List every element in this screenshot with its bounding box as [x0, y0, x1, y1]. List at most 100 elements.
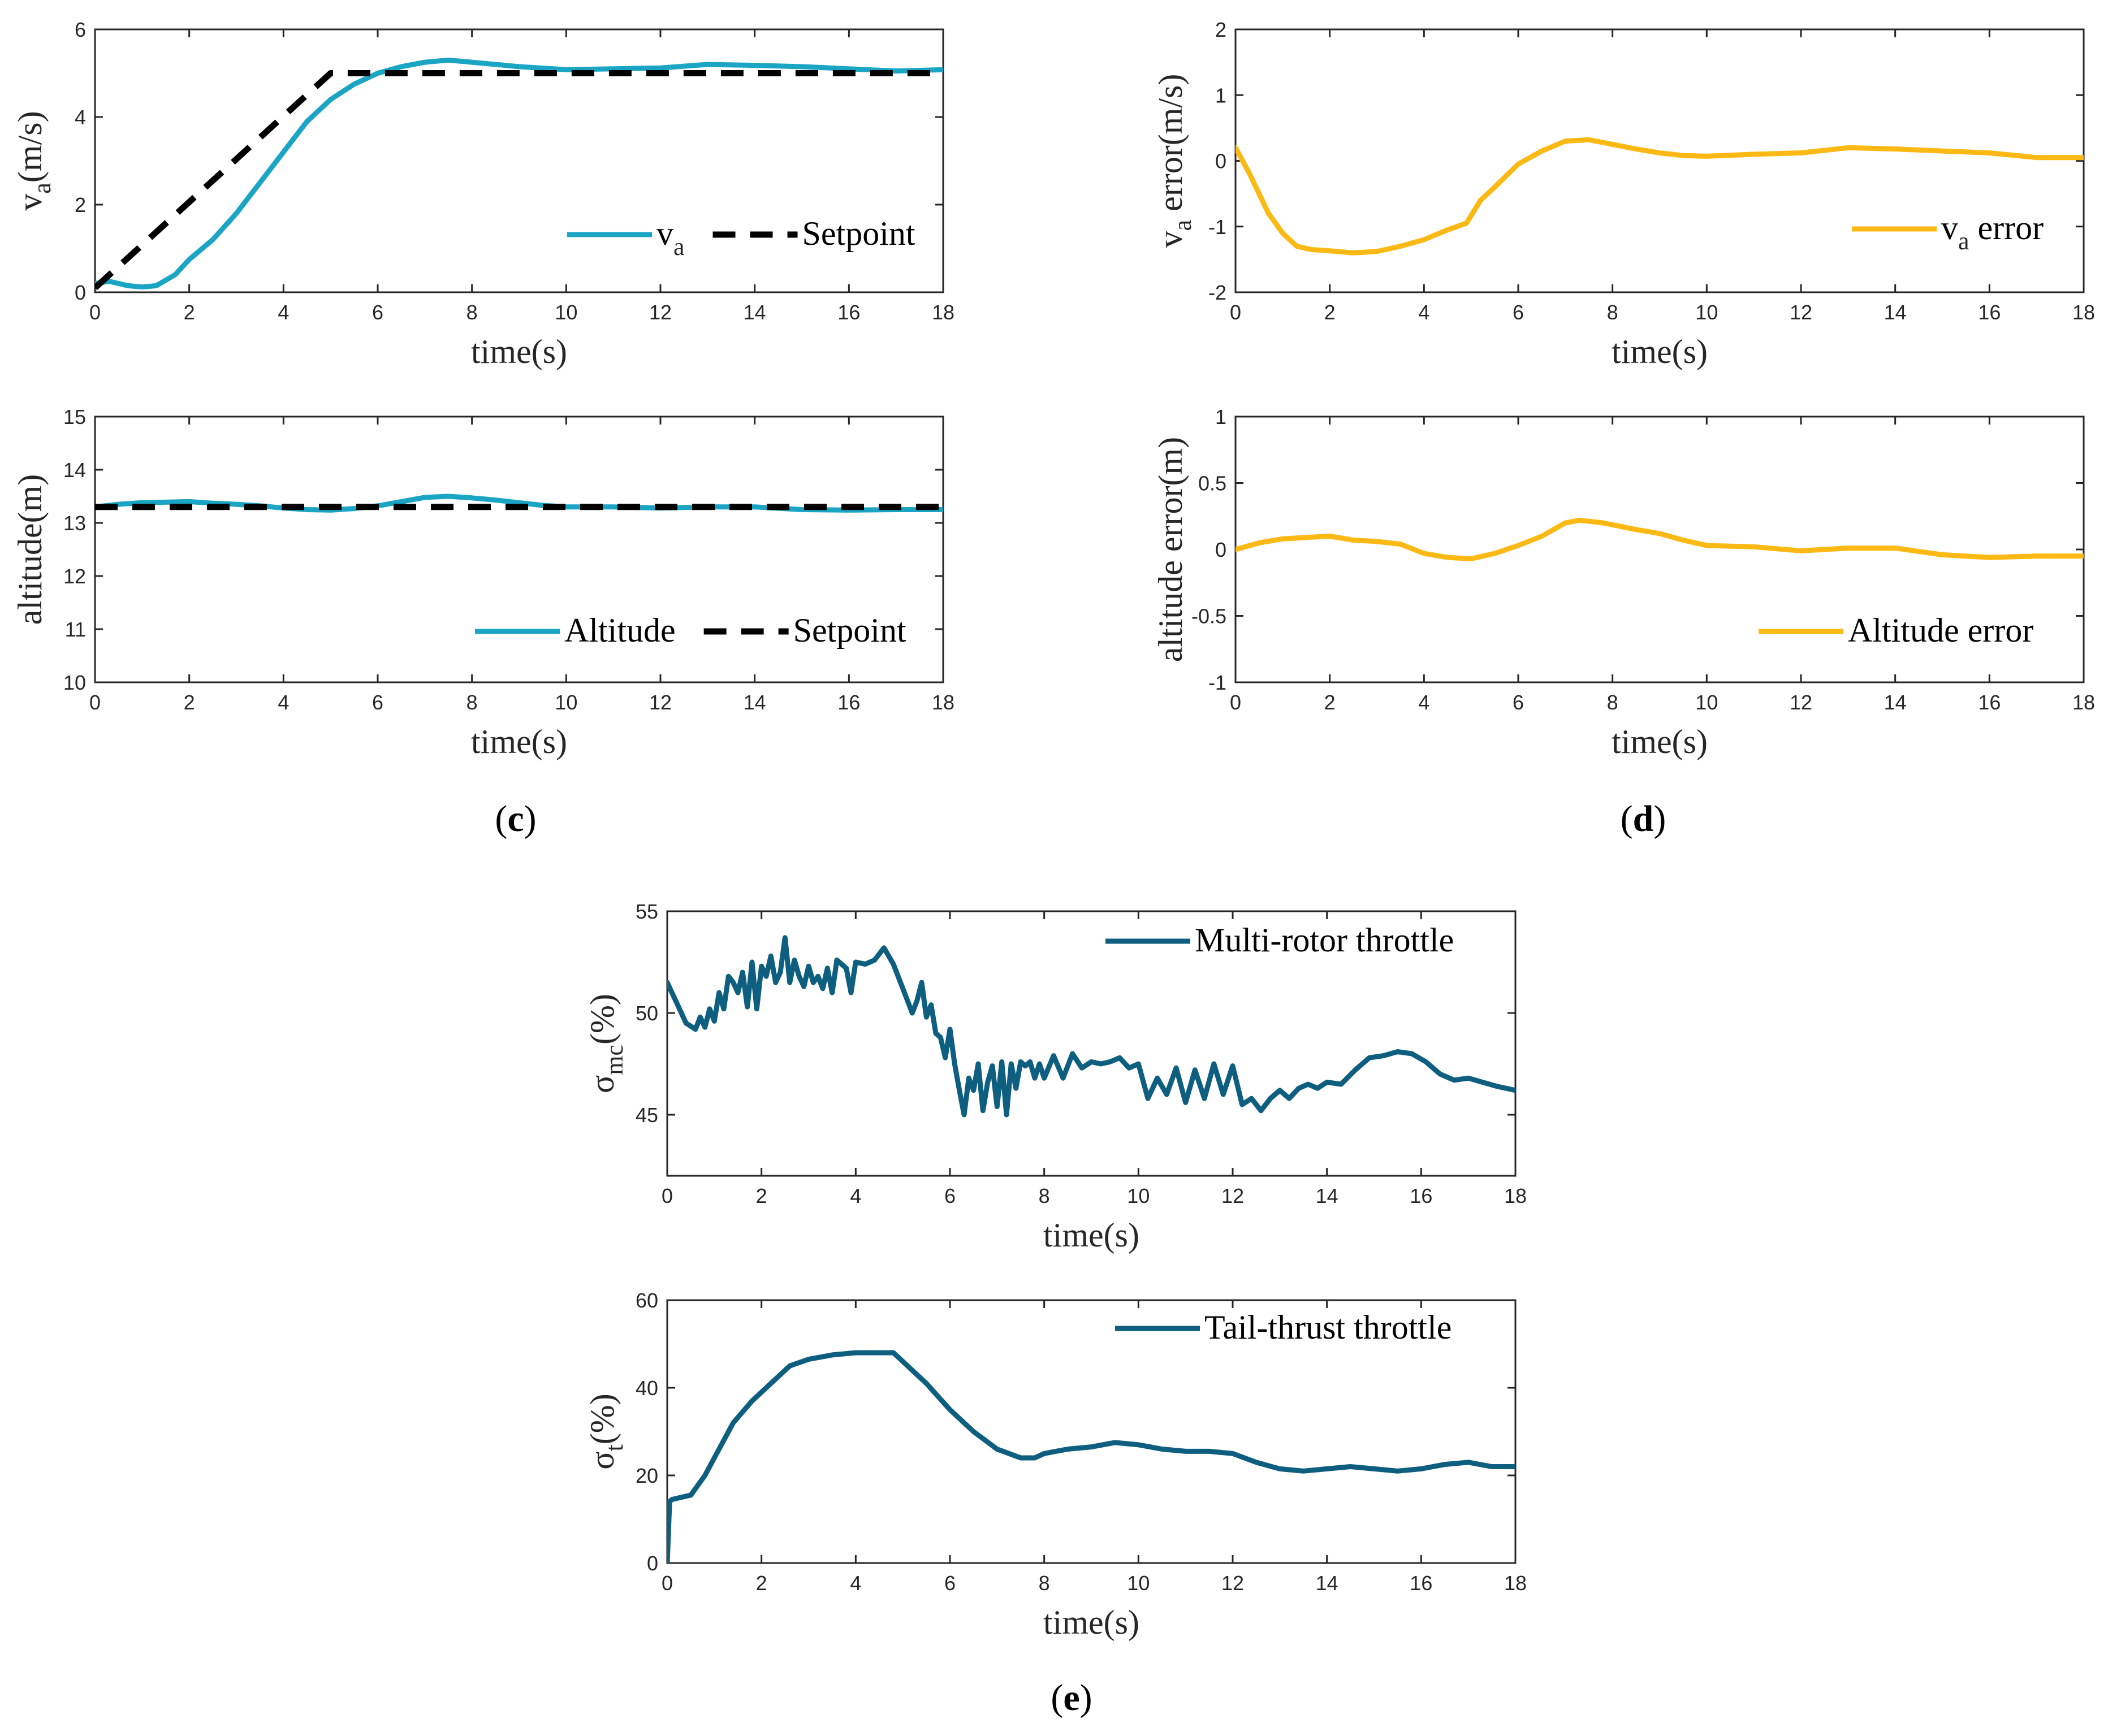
- x-tick-label: 16: [1978, 301, 2001, 324]
- x-tick-label: 16: [837, 301, 860, 324]
- x-axis-label: time(s): [1612, 333, 1708, 370]
- x-tick-label: 10: [1695, 301, 1718, 324]
- legend-label: Setpoint: [802, 215, 915, 252]
- chart-smc: 0 2 4 6 8 10 12 14 16 18 45 50 55 time(s) σmc(%) Multi-…: [584, 900, 1527, 1254]
- series-line-data: [1236, 137, 2084, 256]
- x-tick-label: 16: [1410, 1184, 1432, 1207]
- y-tick-label: -1: [1208, 671, 1226, 694]
- y-tick-label: 13: [63, 512, 86, 535]
- y-axis-label-main: altitude(m): [11, 474, 49, 625]
- y-axis-label-sub: a: [28, 183, 56, 194]
- y-axis-label-sub: t: [601, 1444, 628, 1451]
- y-tick-label: 1: [1215, 405, 1226, 428]
- y-tick-label: 4: [75, 106, 86, 129]
- y-axis-label: σmc(%): [584, 994, 628, 1093]
- y-tick-label: 20: [636, 1464, 658, 1487]
- x-tick-label: 8: [1607, 691, 1618, 714]
- y-tick-label: 11: [65, 618, 86, 641]
- y-axis-label-rest: (%): [584, 1393, 621, 1444]
- x-tick-label: 4: [1418, 691, 1429, 714]
- legend-label-main: Setpoint: [793, 612, 906, 649]
- legend-label-main: v: [1941, 209, 1958, 246]
- y-tick-label: 50: [636, 1002, 658, 1025]
- x-tick-label: 0: [1230, 691, 1241, 714]
- x-tick-label: 12: [1790, 301, 1812, 324]
- x-tick-label: 14: [744, 301, 766, 324]
- x-tick-label: 4: [850, 1572, 861, 1595]
- y-axis-label-rest: error(m/s): [1152, 74, 1189, 220]
- y-axis-label-main: altitude error(m): [1152, 437, 1189, 662]
- legend-label: va error: [1941, 209, 2044, 255]
- x-tick-label: 4: [850, 1184, 861, 1207]
- x-tick-label: 8: [1039, 1572, 1050, 1595]
- x-tick-label: 12: [1221, 1184, 1244, 1207]
- y-axis-label-main: σ: [584, 1075, 621, 1093]
- x-tick-label: 10: [1695, 691, 1718, 714]
- y-tick-label: 15: [63, 405, 86, 428]
- series-line-data: [1236, 517, 2084, 561]
- y-axis-label-rest: (m/s): [11, 111, 49, 183]
- x-tick-label: 18: [2072, 691, 2095, 714]
- x-tick-label: 2: [184, 301, 195, 324]
- chart-st: 0 2 4 6 8 10 12 14 16 18 0 20 40 60 time(s) σt(%) Tail-t…: [584, 1289, 1527, 1641]
- chart-alt_err: 0 2 4 6 8 10 12 14 16 18 -1 -0.5 0 0.5 1 time(s) altitud…: [1152, 405, 2095, 760]
- y-axis-label-main: σ: [584, 1451, 621, 1469]
- panel-label-d: (d): [1621, 798, 1666, 839]
- y-tick-label: 14: [63, 458, 86, 482]
- x-tick-label: 8: [1607, 301, 1618, 324]
- x-axis-label: time(s): [471, 723, 567, 760]
- x-tick-label: 14: [1316, 1572, 1338, 1595]
- plot-frame: [1234, 28, 2085, 293]
- plot-frame: [1234, 415, 2085, 683]
- y-axis-label-sub: mc: [601, 1045, 628, 1075]
- y-tick-label: 1: [1215, 84, 1226, 107]
- x-tick-label: 0: [89, 301, 101, 324]
- y-tick-label: -1: [1208, 215, 1226, 239]
- y-tick-label: 55: [636, 900, 658, 923]
- y-tick-label: 10: [63, 671, 86, 694]
- y-axis-label-sub: a: [1169, 220, 1196, 231]
- y-tick-label: 0.5: [1198, 472, 1226, 495]
- x-tick-label: 2: [184, 691, 195, 714]
- series-line-data: [95, 57, 943, 290]
- legend-label-main: Setpoint: [802, 215, 915, 252]
- x-tick-label: 6: [372, 301, 383, 324]
- y-axis-label: va(m/s): [11, 111, 56, 210]
- x-tick-label: 18: [1504, 1572, 1527, 1595]
- x-tick-label: 18: [932, 691, 954, 714]
- panel-label-c: (c): [495, 798, 536, 839]
- legend-label: Altitude: [564, 612, 676, 649]
- plot-frame: [94, 415, 944, 683]
- y-axis-label: va error(m/s): [1152, 74, 1196, 248]
- y-tick-label: 2: [75, 193, 86, 217]
- x-tick-label: 0: [89, 691, 101, 714]
- x-tick-label: 14: [744, 691, 766, 714]
- x-tick-label: 8: [466, 301, 478, 324]
- legend-label: Altitude error: [1848, 612, 2033, 649]
- x-tick-label: 8: [466, 691, 478, 714]
- y-tick-label: 0: [75, 281, 86, 304]
- y-tick-label: 0: [647, 1552, 658, 1575]
- x-tick-label: 10: [1127, 1184, 1150, 1207]
- x-tick-label: 16: [1410, 1572, 1432, 1595]
- y-tick-label: 6: [75, 18, 86, 41]
- x-tick-label: 12: [1221, 1572, 1244, 1595]
- x-tick-label: 4: [1418, 301, 1429, 324]
- x-tick-label: 8: [1039, 1184, 1050, 1207]
- legend-label: Multi-rotor throttle: [1195, 921, 1454, 959]
- x-tick-label: 10: [555, 301, 577, 324]
- y-axis-label-rest: (%): [584, 994, 621, 1045]
- series-line-setpoint: [95, 70, 943, 291]
- y-tick-label: 40: [636, 1376, 658, 1400]
- series-line-data: [667, 1350, 1515, 1563]
- plot-frame: [666, 910, 1517, 1177]
- plot-frame: [666, 1299, 1517, 1564]
- y-tick-label: 60: [636, 1289, 658, 1312]
- x-axis-label: time(s): [1612, 723, 1708, 760]
- x-axis-label: time(s): [1043, 1217, 1139, 1254]
- series-line-data: [667, 935, 1515, 1118]
- legend-label-main: Altitude: [564, 612, 676, 649]
- y-tick-label: 45: [636, 1103, 658, 1127]
